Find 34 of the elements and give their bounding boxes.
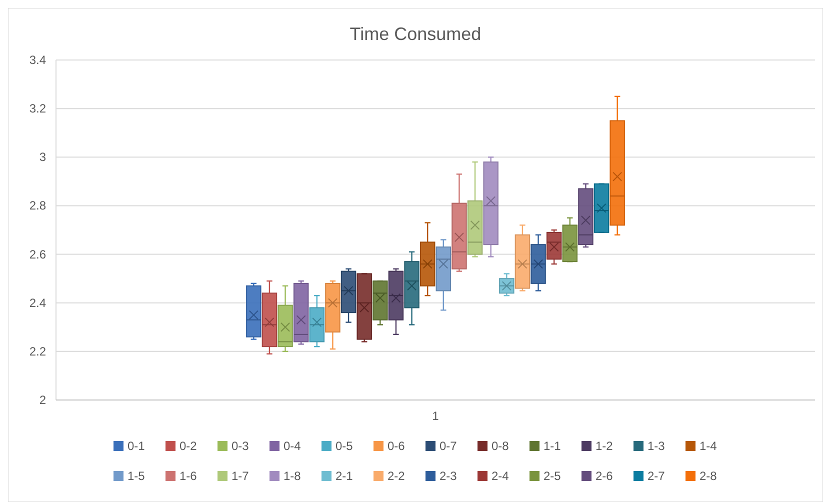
legend-label: 0-7 — [440, 439, 458, 453]
legend-label: 1-2 — [596, 439, 614, 453]
y-tick-label: 3.2 — [29, 102, 46, 116]
legend-label: 1-5 — [128, 469, 146, 483]
legend-label: 0-3 — [232, 439, 250, 453]
legend-label: 2-6 — [596, 469, 614, 483]
legend-label: 1-4 — [700, 439, 718, 453]
legend-label: 1-8 — [284, 469, 302, 483]
y-tick-label: 3.4 — [29, 53, 46, 67]
legend-label: 2-8 — [700, 469, 718, 483]
chart-title: Time Consumed — [350, 24, 482, 44]
legend-label: 2-4 — [492, 469, 510, 483]
legend-label: 2-1 — [336, 469, 354, 483]
legend-label: 0-8 — [492, 439, 510, 453]
x-tick-label: 1 — [432, 409, 440, 423]
legend-label: 1-6 — [180, 469, 198, 483]
legend-label: 0-5 — [336, 439, 354, 453]
legend-label: 1-3 — [648, 439, 666, 453]
legend-label: 1-7 — [232, 469, 250, 483]
y-tick-label: 3 — [39, 150, 46, 164]
y-tick-label: 2.2 — [29, 344, 46, 358]
legend-label: 0-4 — [284, 439, 302, 453]
y-tick-label: 2 — [39, 393, 46, 407]
y-tick-label: 2.6 — [29, 247, 46, 262]
legend-label: 2-3 — [440, 469, 458, 483]
legend-label: 2-7 — [648, 469, 666, 483]
legend-label: 2-5 — [544, 469, 562, 483]
legend-label: 1-1 — [544, 439, 562, 453]
legend-label: 0-2 — [180, 439, 198, 453]
legend-label: 0-6 — [388, 439, 406, 453]
y-tick-label: 2.4 — [29, 296, 46, 310]
legend-label: 2-2 — [388, 469, 406, 483]
legend-label: 0-1 — [128, 439, 146, 453]
y-tick-label: 2.8 — [29, 198, 46, 213]
